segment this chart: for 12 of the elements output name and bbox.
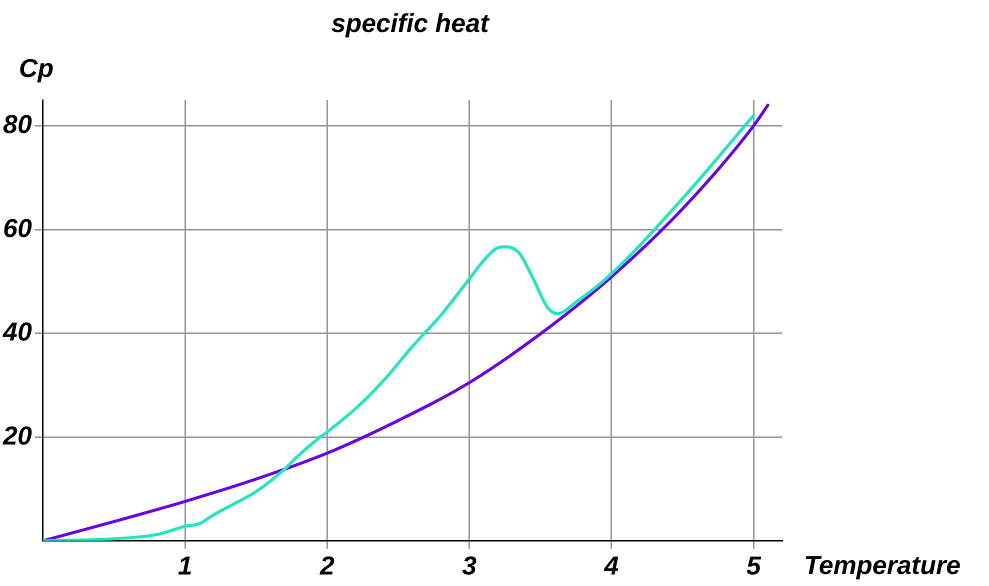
y-tick-label: 40: [2, 316, 32, 347]
y-tick-label: 60: [3, 212, 32, 243]
x-tick-label: 5: [746, 550, 762, 581]
x-tick-label: 3: [462, 550, 478, 581]
y-axis-title: Cp: [18, 53, 54, 84]
y-tick-label: 20: [2, 420, 32, 450]
chart-title: specific heat: [331, 8, 490, 38]
x-axis-title: Temperature: [804, 550, 961, 580]
y-tick-label: 80: [3, 109, 32, 140]
x-tick-label: 4: [603, 550, 620, 581]
x-tick-label: 2: [318, 550, 335, 581]
x-tick-label: 1: [178, 550, 192, 581]
